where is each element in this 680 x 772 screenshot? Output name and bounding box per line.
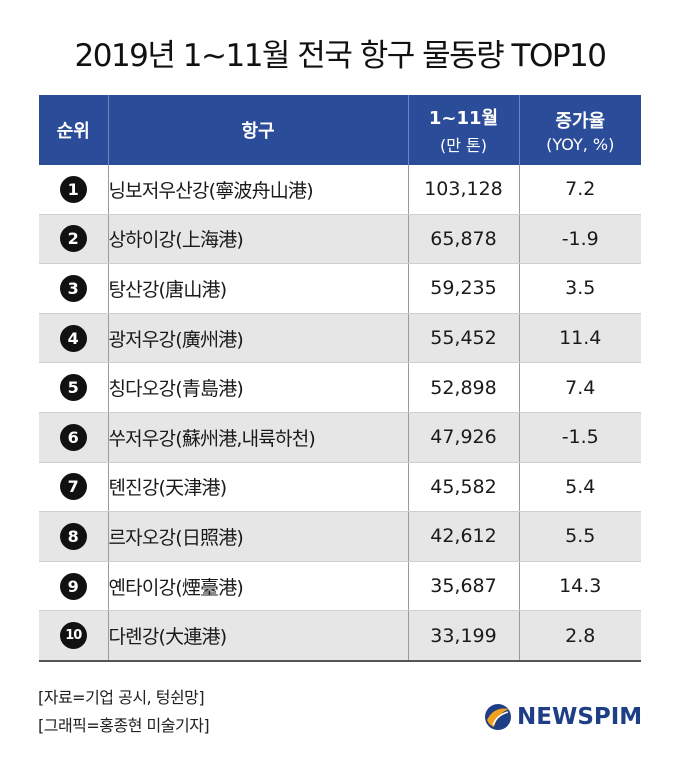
rank-cell: 1 — [39, 165, 108, 215]
table-row: 7 톈진강(天津港) 45,582 5.4 — [39, 462, 641, 513]
growth-cell: 14.3 — [518, 561, 641, 612]
rank-badge: 4 — [59, 324, 87, 352]
rank-cell: 4 — [39, 313, 108, 364]
table-body: 1 닝보저우산강(寧波舟山港) 103,128 7.2 2 상하이강(上海港) 65,878… — [39, 165, 641, 662]
table-row: 10 다롄강(大連港) 33,199 2.8 — [39, 610, 641, 662]
header-port: 항구 — [107, 95, 408, 165]
growth-cell: 7.2 — [518, 165, 641, 215]
growth-cell: 3.5 — [518, 263, 641, 314]
graphic-credit: [그래픽=홍종현 미술기자] — [38, 716, 210, 735]
rank-badge: 2 — [59, 225, 87, 253]
growth-cell: 5.4 — [518, 462, 641, 513]
rank-badge: 3 — [59, 274, 87, 302]
rank-cell: 8 — [39, 511, 108, 562]
header-volume: 1~11월 (만 톤) — [407, 95, 519, 165]
growth-cell: 7.4 — [518, 362, 641, 413]
header-volume-unit: (만 톤) — [439, 136, 487, 155]
volume-cell: 47,926 — [407, 412, 519, 463]
port-name-cell: 닝보저우산강(寧波舟山港) — [107, 165, 408, 215]
port-name-cell: 다롄강(大連港) — [107, 610, 408, 662]
newspim-logo-icon — [485, 704, 511, 730]
table-row: 6 쑤저우강(蘇州港,내륙하천) 47,926 -1.5 — [39, 412, 641, 463]
volume-cell: 42,612 — [407, 511, 519, 562]
volume-cell: 55,452 — [407, 313, 519, 364]
volume-cell: 59,235 — [407, 263, 519, 314]
growth-cell: -1.9 — [518, 214, 641, 265]
growth-cell: 5.5 — [518, 511, 641, 562]
port-name-cell: 칭다오강(青島港) — [107, 362, 408, 413]
header-rank: 순위 — [39, 95, 108, 165]
rank-cell: 3 — [39, 263, 108, 314]
port-name-cell: 르자오강(日照港) — [107, 511, 408, 562]
chart-title: 2019년 1~11월 전국 항구 물동량 TOP10 — [74, 38, 607, 74]
growth-cell: 2.8 — [518, 610, 641, 662]
table-row: 5 칭다오강(青島港) 52,898 7.4 — [39, 362, 641, 413]
rank-badge: 9 — [59, 572, 87, 600]
volume-cell: 35,687 — [407, 561, 519, 612]
table-row: 1 닝보저우산강(寧波舟山港) 103,128 7.2 — [39, 165, 641, 215]
rank-badge: 5 — [59, 374, 87, 402]
rank-cell: 2 — [39, 214, 108, 265]
table-row: 2 상하이강(上海港) 65,878 -1.9 — [39, 214, 641, 265]
newspim-logo: NEWSPIM — [484, 703, 642, 731]
port-name-cell: 톈진강(天津港) — [107, 462, 408, 513]
port-name-cell: 상하이강(上海港) — [107, 214, 408, 265]
table-header-row: 순위 항구 1~11월 (만 톤) 증가율 (YOY, %) — [39, 95, 641, 165]
growth-cell: -1.5 — [518, 412, 641, 463]
rank-cell: 5 — [39, 362, 108, 413]
volume-cell: 52,898 — [407, 362, 519, 413]
volume-cell: 103,128 — [407, 165, 519, 215]
table-row: 8 르자오강(日照港) 42,612 5.5 — [39, 511, 641, 562]
header-growth: 증가율 (YOY, %) — [518, 95, 641, 165]
volume-cell: 33,199 — [407, 610, 519, 662]
table-row: 4 광저우강(廣州港) 55,452 11.4 — [39, 313, 641, 364]
table-row: 9 옌타이강(煙臺港) 35,687 14.3 — [39, 561, 641, 612]
port-name-cell: 탕산강(唐山港) — [107, 263, 408, 314]
rank-badge: 7 — [59, 473, 87, 501]
rank-cell: 6 — [39, 412, 108, 463]
port-name-cell: 옌타이강(煙臺港) — [107, 561, 408, 612]
rank-cell: 7 — [39, 462, 108, 513]
rank-badge: 10 — [59, 622, 87, 650]
ranking-table: 순위 항구 1~11월 (만 톤) 증가율 (YOY, %) 1 닝보저우산강(寧… — [39, 95, 641, 662]
rank-badge: 8 — [59, 522, 87, 550]
rank-badge: 6 — [59, 423, 87, 451]
volume-cell: 45,582 — [407, 462, 519, 513]
growth-cell: 11.4 — [518, 313, 641, 364]
header-growth-unit: (YOY, %) — [546, 134, 615, 154]
port-name-cell: 쑤저우강(蘇州港,내륙하천) — [107, 412, 408, 463]
rank-cell: 9 — [39, 561, 108, 612]
port-name-cell: 광저우강(廣州港) — [107, 313, 408, 364]
logo-text: NEWSPIM — [517, 704, 643, 730]
volume-cell: 65,878 — [407, 214, 519, 265]
rank-cell: 10 — [39, 610, 108, 662]
source-note: [자료=기업 공시, 텅쉰망] — [38, 688, 205, 707]
table-row: 3 탕산강(唐山港) 59,235 3.5 — [39, 263, 641, 314]
rank-badge: 1 — [59, 175, 87, 203]
